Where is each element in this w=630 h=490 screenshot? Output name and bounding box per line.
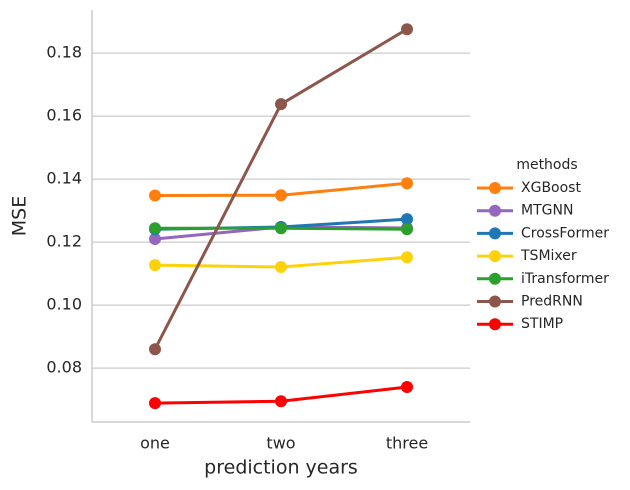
y-tick-label: 0.14 bbox=[46, 169, 82, 188]
point bbox=[275, 98, 287, 111]
legend-label: MTGNN bbox=[521, 203, 573, 219]
y-tick-label: 0.12 bbox=[46, 232, 82, 251]
legend-label: TSMixer bbox=[520, 248, 577, 264]
point bbox=[275, 395, 287, 408]
point bbox=[401, 251, 413, 264]
point bbox=[149, 397, 161, 410]
point bbox=[401, 213, 413, 226]
point bbox=[149, 343, 161, 356]
x-tick-label: three bbox=[386, 434, 428, 453]
legend-marker bbox=[489, 250, 501, 263]
legend-marker bbox=[489, 182, 501, 194]
legend-marker bbox=[489, 295, 501, 308]
point bbox=[149, 189, 161, 202]
legend-marker bbox=[489, 227, 501, 240]
legend-label: iTransformer bbox=[521, 271, 609, 287]
point bbox=[401, 223, 413, 236]
point bbox=[275, 261, 287, 274]
y-tick-label: 0.08 bbox=[46, 358, 82, 377]
point bbox=[149, 222, 161, 235]
legend-title: methods bbox=[516, 157, 577, 173]
y-tick-label: 0.16 bbox=[46, 106, 82, 125]
legend-marker bbox=[489, 318, 501, 331]
x-tick-label: one bbox=[140, 434, 170, 453]
x-tick-label: two bbox=[266, 434, 295, 453]
legend-label: XGBoost bbox=[521, 180, 581, 196]
point bbox=[275, 222, 287, 235]
y-tick-label: 0.10 bbox=[46, 295, 82, 314]
point bbox=[401, 23, 413, 36]
legend-label: PredRNN bbox=[521, 294, 583, 310]
point bbox=[401, 381, 413, 394]
legend-marker bbox=[489, 272, 501, 285]
point bbox=[149, 259, 161, 272]
legend-label: CrossFormer bbox=[521, 225, 609, 241]
y-tick-label: 0.18 bbox=[46, 43, 82, 62]
legend-marker bbox=[489, 204, 501, 217]
point bbox=[401, 177, 413, 190]
point bbox=[149, 232, 161, 245]
x-axis-label: prediction years bbox=[204, 457, 358, 479]
point bbox=[275, 189, 287, 202]
y-axis-label: MSE bbox=[9, 196, 31, 236]
legend-label: STIMP bbox=[521, 316, 563, 332]
